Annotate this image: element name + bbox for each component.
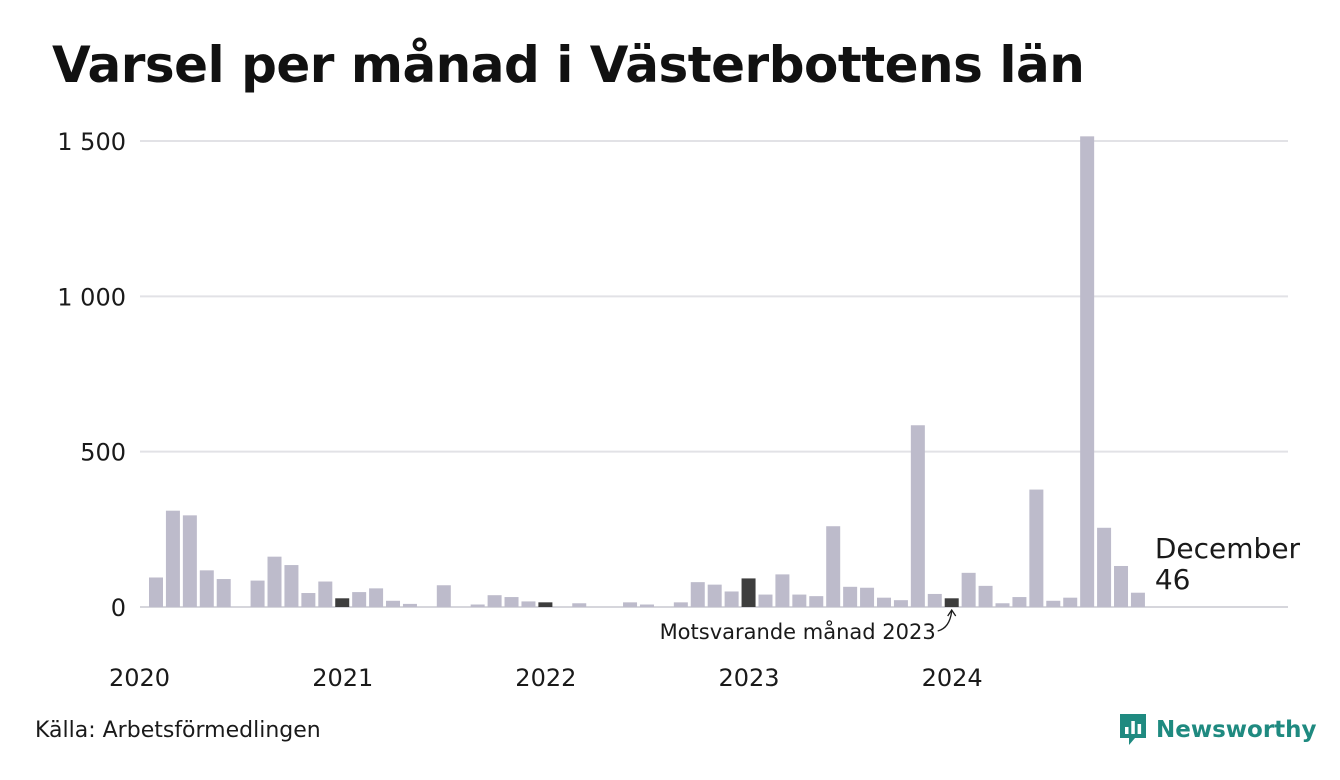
bar-2020-01 (149, 577, 163, 607)
y-axis-ticks: 0 500 1 000 1 500 (57, 128, 126, 622)
bar-2023-06 (843, 586, 858, 607)
bar-2023-09 (893, 600, 908, 607)
bar-2023-07 (860, 587, 875, 607)
bar-2023-02 (775, 574, 790, 607)
bar-2021-09 (487, 595, 502, 607)
bar-2020-07 (250, 580, 265, 607)
bar-2024-06 (1046, 600, 1061, 607)
x-axis-ticks: 2020 2021 2022 2023 2024 (109, 664, 983, 692)
bar-2021-04 (402, 603, 417, 607)
bar-2021-01 (352, 592, 367, 607)
bars (149, 136, 1145, 607)
bar-2022-06 (639, 604, 654, 607)
current-month-label: December (1155, 532, 1301, 565)
brand-name: Newsworthy (1156, 717, 1317, 743)
bar-2020-10 (301, 593, 316, 607)
bar-2020-04 (199, 570, 214, 607)
bar-2024-02 (978, 585, 993, 607)
annotation-arrowhead (947, 608, 957, 617)
bar-2020-12 (335, 598, 350, 607)
bar-2024-03 (995, 603, 1010, 607)
bar-2024-05 (1029, 489, 1044, 607)
bar-2021-03 (386, 600, 401, 607)
bar-2021-10 (504, 597, 519, 607)
bar-2023-08 (876, 597, 891, 607)
y-tick-label: 1 000 (57, 283, 126, 311)
bar-2023-03 (792, 594, 807, 607)
corresponding-month-annotation: Motsvarande månad 2023 (660, 619, 936, 644)
gridlines (140, 140, 1288, 608)
y-tick-label: 0 (111, 594, 126, 622)
bar-2021-08 (470, 604, 485, 607)
bar-2024-09 (1097, 527, 1112, 607)
newsworthy-logo-icon (1120, 714, 1146, 745)
current-value-label: 46 (1155, 563, 1191, 596)
bar-2020-11 (318, 581, 333, 607)
bar-2024-10 (1114, 565, 1129, 607)
bar-2023-05 (826, 526, 841, 607)
x-tick-label: 2023 (719, 664, 780, 692)
bar-2024-11 (1130, 592, 1145, 607)
bar-2024-04 (1012, 597, 1027, 607)
bar-2023-10 (910, 425, 925, 607)
chart-title: Varsel per månad i Västerbottens län (52, 36, 1085, 94)
x-tick-label: 2022 (515, 664, 576, 692)
bar-2024-07 (1063, 597, 1078, 607)
annotations: Motsvarande månad 2023 December 46 (660, 532, 1301, 644)
x-tick-label: 2021 (312, 664, 373, 692)
bar-2024-08 (1080, 136, 1095, 607)
bar-2021-06 (436, 585, 451, 607)
y-tick-label: 1 500 (57, 128, 126, 156)
bar-2022-09 (690, 582, 705, 607)
bar-2022-02 (572, 603, 587, 607)
bar-2020-02 (165, 510, 180, 607)
bar-2023-01 (758, 594, 773, 607)
bar-2020-09 (284, 565, 299, 607)
bar-2023-11 (927, 593, 942, 607)
annotation-arrow (937, 610, 953, 632)
x-tick-label: 2020 (109, 664, 170, 692)
y-tick-label: 500 (80, 439, 126, 467)
bar-2022-12 (741, 578, 756, 607)
bar-2023-12 (944, 598, 959, 607)
bar-2022-11 (724, 591, 739, 607)
bar-2022-08 (673, 602, 688, 607)
bar-2021-11 (521, 601, 536, 607)
bar-2022-05 (623, 602, 638, 607)
bar-2022-10 (707, 584, 722, 607)
bar-2024-01 (961, 572, 976, 607)
bar-2020-05 (216, 579, 231, 607)
bar-2020-08 (267, 556, 282, 607)
bar-2020-03 (182, 515, 197, 607)
newsworthy-logo: Newsworthy (1118, 712, 1317, 748)
bar-2023-04 (809, 596, 824, 607)
bar-2021-02 (369, 588, 384, 607)
source-note: Källa: Arbetsförmedlingen (35, 718, 321, 743)
x-tick-label: 2024 (922, 664, 983, 692)
bar-2021-12 (538, 602, 553, 607)
